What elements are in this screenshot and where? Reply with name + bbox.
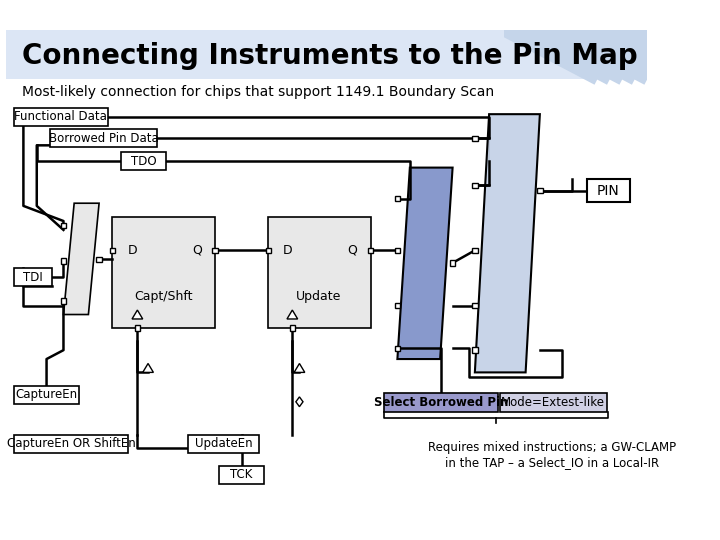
Bar <box>14 108 108 126</box>
Text: CaptureEn: CaptureEn <box>16 388 78 401</box>
Bar <box>266 248 271 253</box>
Polygon shape <box>132 310 143 319</box>
Bar <box>60 223 66 228</box>
Bar <box>368 248 374 253</box>
Bar <box>472 303 477 308</box>
Bar <box>450 260 455 266</box>
Polygon shape <box>287 310 297 319</box>
Polygon shape <box>397 167 453 359</box>
Bar <box>212 248 217 253</box>
Bar <box>395 346 400 351</box>
Bar <box>472 248 477 253</box>
Bar <box>6 30 647 78</box>
Bar <box>472 347 477 353</box>
Text: Update: Update <box>297 290 342 303</box>
Text: Borrowed Pin Data: Borrowed Pin Data <box>49 132 158 145</box>
Text: TDI: TDI <box>23 271 43 284</box>
Bar <box>395 303 400 308</box>
Polygon shape <box>294 363 305 373</box>
Bar <box>384 393 498 413</box>
Bar <box>472 136 477 141</box>
Text: CaptureEn OR ShiftEn: CaptureEn OR ShiftEn <box>7 437 136 450</box>
Bar <box>188 435 259 453</box>
Bar <box>60 259 66 264</box>
Text: TCK: TCK <box>230 468 253 481</box>
Text: Connecting Instruments to the Pin Map: Connecting Instruments to the Pin Map <box>22 42 637 70</box>
Bar <box>587 179 630 202</box>
Bar <box>395 196 400 201</box>
Text: PIN: PIN <box>597 184 620 198</box>
Bar <box>14 435 128 453</box>
Text: Functional Data: Functional Data <box>14 110 107 123</box>
Bar <box>269 217 371 328</box>
Bar <box>122 152 166 170</box>
Bar <box>50 129 157 147</box>
Bar <box>220 466 264 484</box>
Polygon shape <box>475 114 540 373</box>
Bar <box>500 393 607 413</box>
Bar <box>14 386 78 403</box>
Bar <box>14 268 52 286</box>
Text: Most-likely connection for chips that support 1149.1 Boundary Scan: Most-likely connection for chips that su… <box>22 85 494 99</box>
Bar <box>96 256 102 262</box>
Bar <box>109 248 115 253</box>
Bar <box>395 248 400 253</box>
Bar <box>60 299 66 304</box>
Text: Requires mixed instructions; a GW-CLAMP
in the TAP – a Select_IO in a Local-IR: Requires mixed instructions; a GW-CLAMP … <box>428 441 676 469</box>
Text: Q: Q <box>347 244 357 257</box>
Bar <box>537 188 543 193</box>
Bar <box>6 30 504 78</box>
Bar <box>135 325 140 330</box>
Polygon shape <box>296 397 303 407</box>
Bar <box>472 183 477 188</box>
Bar <box>289 325 295 330</box>
Polygon shape <box>143 363 153 373</box>
Text: Select Borrowed Pin: Select Borrowed Pin <box>374 396 508 409</box>
Text: D: D <box>128 244 138 257</box>
Text: UpdateEn: UpdateEn <box>195 437 253 450</box>
Polygon shape <box>63 203 99 314</box>
Text: Capt/Shft: Capt/Shft <box>134 290 192 303</box>
Text: D: D <box>283 244 292 257</box>
Text: Mode=Extest-like: Mode=Extest-like <box>501 396 606 409</box>
Text: TDO: TDO <box>131 155 156 168</box>
Text: Q: Q <box>192 244 202 257</box>
Bar <box>112 217 215 328</box>
